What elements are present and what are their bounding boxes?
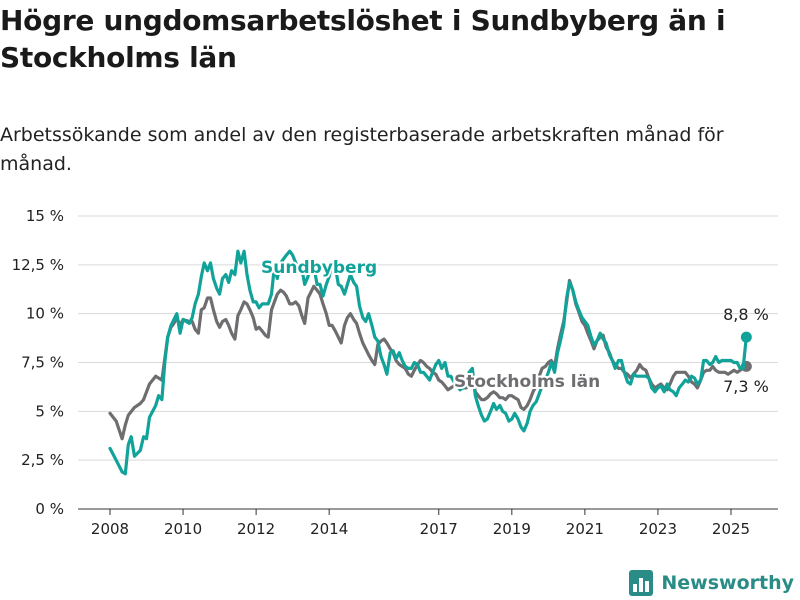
chart-title: Högre ungdomsarbetslöshet i Sundbyberg ä…	[0, 4, 726, 74]
series-line-sundbyberg	[108, 249, 748, 476]
series-label-stockholm: Stockholms län	[454, 372, 600, 392]
y-axis-labels: 0 % 2,5 % 5 % 7,5 % 10 % 12,5 % 15 %	[12, 207, 64, 518]
y-tick-label: 2,5 %	[21, 451, 64, 469]
y-tick-label: 10 %	[26, 305, 64, 323]
newsworthy-logo: Newsworthy	[629, 570, 794, 596]
y-tick-label: 5 %	[35, 402, 64, 420]
y-tick-label: 12,5 %	[12, 256, 64, 274]
series-line-stockholm	[108, 278, 748, 441]
bar-chart-logo-icon	[629, 570, 654, 596]
logo-text: Newsworthy	[661, 572, 794, 594]
x-tick-label: 2025	[712, 520, 750, 538]
x-tick-label: 2019	[493, 520, 531, 538]
y-tick-label: 15 %	[26, 207, 64, 225]
x-tick-label: 2010	[164, 520, 202, 538]
grid-lines	[78, 215, 778, 510]
x-tick-label: 2012	[237, 520, 275, 538]
chart-subtitle: Arbetssökande som andel av den registerb…	[0, 124, 724, 175]
end-point-sundbyberg	[740, 331, 752, 343]
end-value-sundbyberg: 8,8 %	[723, 305, 769, 324]
y-tick-label: 7,5 %	[21, 354, 64, 372]
x-axis: 2008 2010 2012 2014 2017 2019 2021 2023 2025	[78, 508, 778, 538]
series-lines	[108, 249, 752, 476]
end-value-stockholm: 7,3 %	[723, 377, 769, 396]
series-labels: Sundbyberg Stockholms län 8,8 % 7,3 %	[259, 256, 769, 396]
x-tick-label: 2017	[420, 520, 458, 538]
x-tick-label: 2023	[639, 520, 677, 538]
series-label-sundbyberg: Sundbyberg	[261, 258, 377, 278]
x-tick-label: 2008	[91, 520, 129, 538]
y-tick-label: 0 %	[35, 500, 64, 518]
x-tick-label: 2014	[310, 520, 348, 538]
x-tick-label: 2021	[566, 520, 604, 538]
